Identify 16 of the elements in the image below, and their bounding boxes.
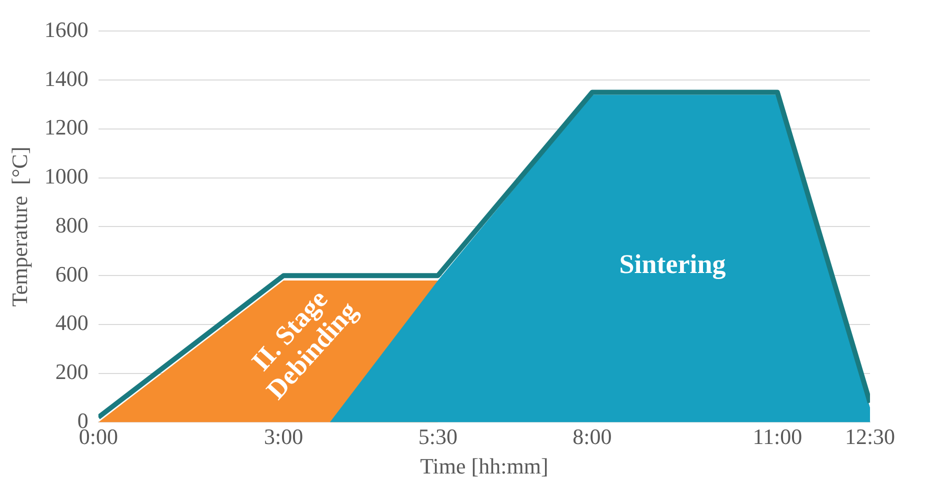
x-tick-label: 5:30 xyxy=(418,424,458,450)
x-tick-label: 12:30 xyxy=(844,424,896,450)
y-tick-label: 200 xyxy=(55,359,88,384)
x-tick-label: 3:00 xyxy=(264,424,304,450)
x-tick-label: 8:00 xyxy=(572,424,612,450)
y-tick-label: 1400 xyxy=(44,66,88,91)
y-tick-label: 1600 xyxy=(44,16,88,42)
y-tick-label: 1200 xyxy=(44,114,88,140)
y-tick-label: 400 xyxy=(55,310,88,336)
y-tick-label: 800 xyxy=(55,212,88,238)
y-axis-title: Temperature [°C] xyxy=(6,146,32,307)
x-tick-label: 11:00 xyxy=(752,424,802,450)
x-axis-title: Time [hh:mm] xyxy=(420,454,548,479)
y-tick-label: 1000 xyxy=(44,164,88,189)
y-tick-label: 600 xyxy=(55,261,88,286)
annotation: Sintering xyxy=(619,248,726,279)
